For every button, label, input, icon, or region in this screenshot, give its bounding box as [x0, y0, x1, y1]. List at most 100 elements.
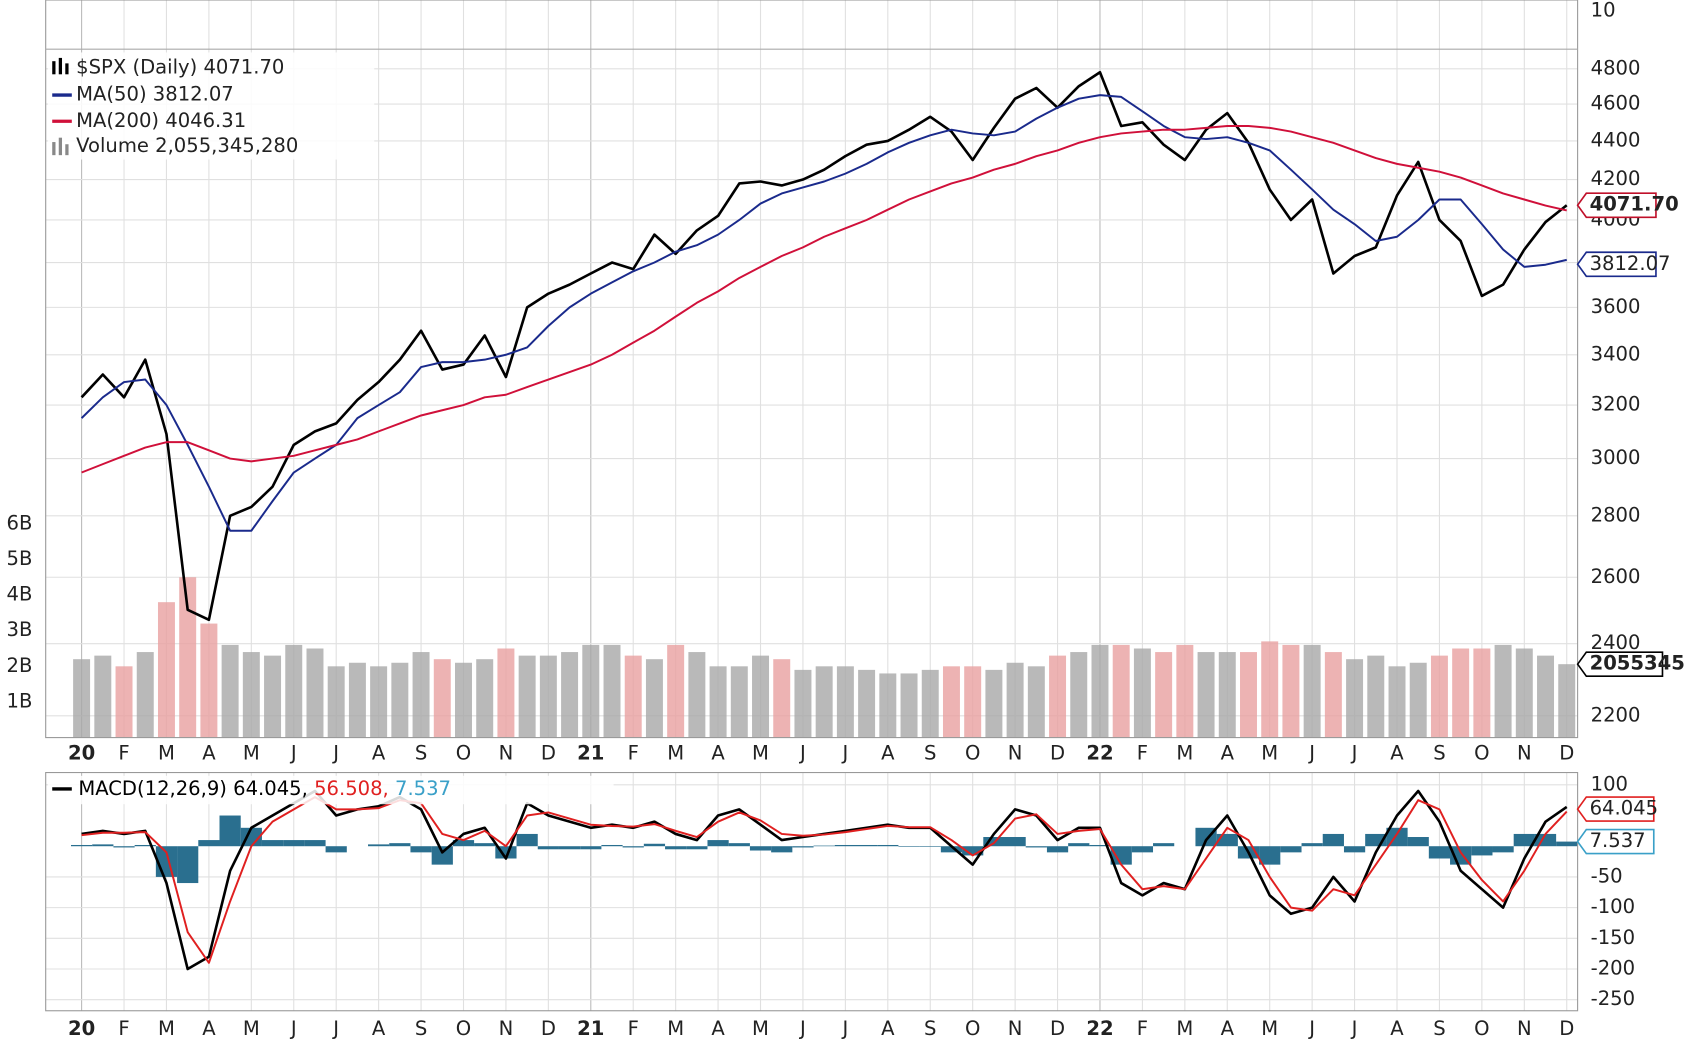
volume-bar — [1388, 666, 1406, 738]
x-tick-label: S — [924, 741, 936, 764]
volume-bar — [264, 655, 282, 738]
x-tick-label: S — [1433, 1017, 1445, 1040]
volume-tick-label: 2B — [7, 654, 33, 677]
x-tick-label: J — [1350, 741, 1358, 764]
volume-bar — [794, 669, 812, 738]
y-tick-label: 3000 — [1591, 446, 1641, 469]
value-badge-label: 4071.70 — [1590, 193, 1679, 216]
histogram-bar — [410, 846, 432, 853]
volume-bar — [476, 659, 494, 738]
volume-bar — [709, 666, 727, 738]
histogram-bar — [1301, 843, 1323, 847]
value-badge-label: 7.537 — [1590, 829, 1646, 852]
legend-entry: MA(200) 4046.31 — [76, 109, 246, 132]
volume-tick-label: 5B — [7, 547, 33, 570]
x-tick-label: F — [1137, 741, 1148, 764]
volume-bar — [1430, 655, 1448, 738]
x-tick-label: A — [372, 741, 386, 764]
legend-entry: Volume 2,055,345,280 — [76, 134, 298, 157]
x-tick-label: J — [289, 741, 297, 764]
x-tick-label: A — [1390, 1017, 1404, 1040]
x-tick-label: A — [372, 1017, 386, 1040]
x-tick-label: A — [1221, 741, 1235, 764]
histogram-bar — [92, 844, 114, 847]
value-badge-label: 64.045 — [1590, 797, 1658, 820]
volume-bar — [1282, 644, 1300, 738]
value-badge — [1576, 251, 1657, 278]
legend-icon — [52, 61, 56, 75]
volume-bar — [815, 666, 833, 738]
x-tick-label: N — [499, 741, 514, 764]
x-tick-label: J — [798, 741, 806, 764]
histogram-bar — [1131, 846, 1154, 853]
histogram-bar — [877, 844, 899, 847]
x-tick-label: M — [752, 741, 769, 764]
legend-box — [47, 775, 614, 805]
price-frame — [45, 0, 1579, 739]
volume-bar — [370, 666, 388, 738]
histogram-bar — [728, 843, 750, 847]
volume-bar — [1409, 662, 1427, 738]
volume-bar — [412, 652, 430, 738]
histogram-bar — [1492, 846, 1514, 853]
x-tick-label: 22 — [1086, 1017, 1113, 1040]
y-tick-label: -150 — [1591, 926, 1635, 949]
x-tick-label: M — [243, 741, 260, 764]
x-tick-label: F — [628, 1017, 639, 1040]
histogram-bar — [686, 846, 708, 850]
x-tick-label: N — [1008, 1017, 1023, 1040]
histogram-bar — [431, 846, 453, 865]
series-line — [81, 125, 1567, 474]
histogram-bar — [1068, 843, 1090, 847]
x-tick-label: J — [1307, 741, 1315, 764]
volume-bar — [1537, 655, 1555, 738]
volume-bar — [73, 659, 91, 738]
legend-entry: MACD(12,26,9) 64.045, 56.508, 7.537 — [78, 776, 451, 799]
x-tick-label: M — [158, 741, 175, 764]
legend-entry: 56.508, — [314, 776, 389, 799]
volume-tick-label: 6B — [7, 511, 33, 534]
volume-bar — [179, 577, 197, 738]
histogram-bar — [389, 843, 411, 847]
x-tick-label: A — [881, 741, 895, 764]
y-tick-label: 3600 — [1591, 295, 1641, 318]
histogram-bar — [919, 846, 941, 847]
x-tick-label: M — [752, 1017, 769, 1040]
volume-bar — [1006, 662, 1024, 738]
x-tick-label: F — [628, 741, 639, 764]
legend-entry: $SPX (Daily) 4071.70 — [76, 55, 284, 78]
x-tick-label: D — [1559, 741, 1574, 764]
x-tick-label: M — [1176, 1017, 1193, 1040]
y-tick-label: -100 — [1591, 895, 1635, 918]
x-tick-label: 21 — [577, 1017, 604, 1040]
x-tick-label: A — [1390, 741, 1404, 764]
value-badge-label: 3812.07 — [1590, 252, 1671, 275]
histogram-bar — [707, 840, 729, 847]
x-tick-label: A — [711, 741, 725, 764]
histogram-bar — [1259, 846, 1281, 865]
histogram-bar — [580, 846, 602, 850]
volume-bar — [285, 644, 303, 738]
y-tick-label: 4800 — [1591, 56, 1641, 79]
legend-icon — [65, 144, 69, 156]
x-tick-label: J — [331, 741, 339, 764]
x-tick-label: J — [331, 1017, 339, 1040]
volume-bar — [624, 655, 642, 738]
volume-bar — [94, 655, 112, 738]
volume-bar — [1452, 648, 1470, 738]
volume-bar — [773, 659, 791, 738]
volume-bar — [900, 673, 918, 738]
volume-bar — [115, 666, 133, 738]
volume-layer — [73, 577, 1576, 738]
x-tick-label: D — [1050, 1017, 1065, 1040]
x-tick-label: F — [118, 1017, 129, 1040]
y-tick-label: 100 — [1591, 772, 1628, 795]
legend: $SPX (Daily) 4071.70 MA(50) 3812.07 MA(2… — [47, 52, 375, 160]
volume-bar — [1070, 652, 1088, 738]
y-tick-label: 3200 — [1591, 393, 1641, 416]
volume-bar — [1494, 644, 1512, 738]
volume-bar — [1155, 652, 1173, 738]
histogram-bar — [1153, 843, 1175, 847]
histogram-bar — [1407, 837, 1429, 847]
series-line — [80, 70, 1568, 622]
